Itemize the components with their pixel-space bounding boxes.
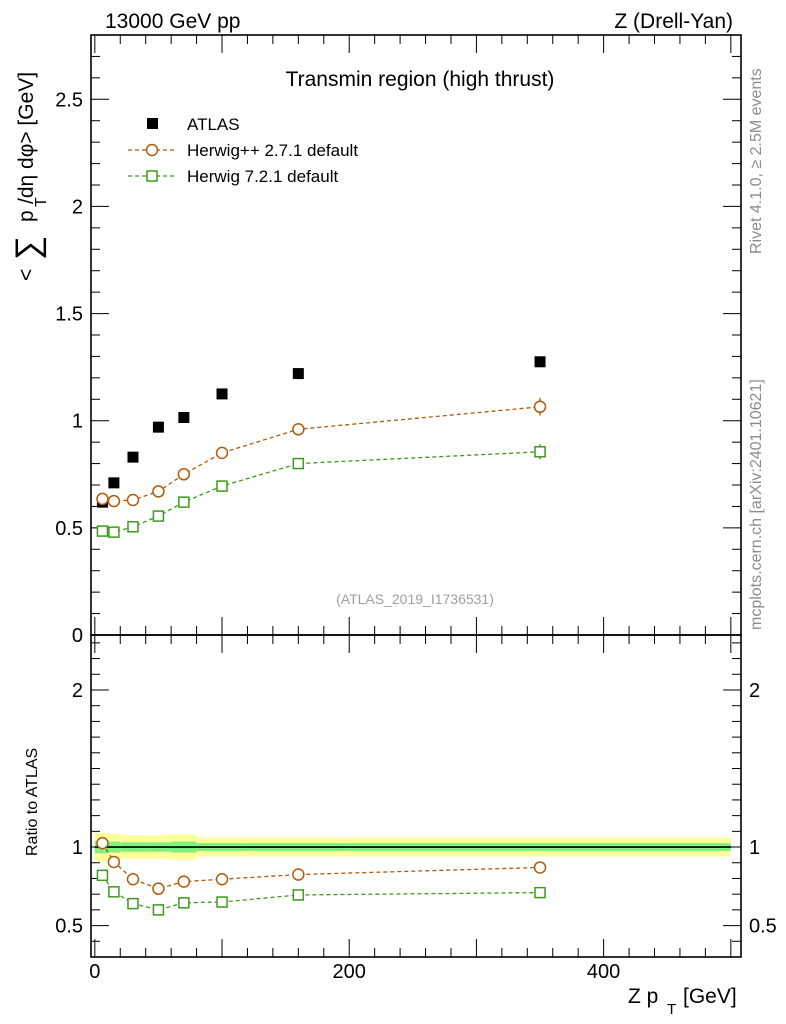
atlas-point xyxy=(534,356,546,368)
atlas-point xyxy=(127,451,139,463)
header-left-label: 13000 GeV pp xyxy=(105,10,240,33)
x-tick-label: 0 xyxy=(89,961,100,983)
ratio-herwig7-point xyxy=(96,869,109,882)
ratio-herwig7-point xyxy=(216,896,228,908)
main-panel: 0 0.5 1 1.5 2 2.5 Transmin region (high thrus… xyxy=(9,34,742,647)
herwig7-point xyxy=(127,521,139,533)
legend-label-herwigpp: Herwig++ 2.7.1 default xyxy=(187,141,358,160)
chart-title: Transmin region (high thrust) xyxy=(286,68,555,91)
x-tick-label: 200 xyxy=(333,961,366,983)
atlas-point xyxy=(108,477,120,489)
main-tick-labels: 0 0.5 1 1.5 2 2.5 xyxy=(55,89,83,647)
herwig7-point xyxy=(216,480,228,492)
herwig7-point xyxy=(292,457,305,470)
y-tick-label-right: 1 xyxy=(749,837,760,859)
herwigpp-line xyxy=(102,406,541,502)
herwigpp-point xyxy=(96,492,109,506)
ratio-herwig7-point xyxy=(152,904,165,916)
ratio-herwigpp-point xyxy=(107,855,121,869)
legend-marker-herwig7 xyxy=(146,170,158,182)
ratio-herwigpp-point xyxy=(533,861,547,874)
ylabel-sum: ∑ xyxy=(9,236,47,260)
herwig7-line xyxy=(102,451,541,533)
atlas-point xyxy=(152,421,164,433)
y-tick-label: 0.5 xyxy=(55,916,83,938)
ratio-herwig7-point xyxy=(178,897,190,909)
ratio-herwigpp-line xyxy=(101,842,541,890)
ratio-herwig7-line xyxy=(101,874,541,911)
herwigpp-point xyxy=(152,485,165,498)
legend-entry-atlas: ATLAS xyxy=(147,115,240,134)
x-tick-label: 400 xyxy=(587,961,620,983)
ylabel-p: p xyxy=(15,210,38,222)
ratio-herwigpp-point xyxy=(96,836,109,850)
ratio-herwig7-point xyxy=(127,897,139,910)
y-tick-label: 0 xyxy=(72,625,83,647)
ylabel-sub-t: T xyxy=(33,197,50,207)
ylabel-rest: /dη dφ> [GeV] xyxy=(15,72,38,204)
legend-label-herwig7: Herwig 7.2.1 default xyxy=(187,167,338,186)
herwig7-point xyxy=(152,510,165,522)
herwigpp-point xyxy=(107,494,121,508)
legend-entry-herwig7: Herwig 7.2.1 default xyxy=(128,167,338,186)
herwigpp-point xyxy=(126,493,140,507)
ratio-herwigpp-point xyxy=(177,875,191,888)
y-tick-label: 0.5 xyxy=(55,518,83,540)
y-tick-label: 2.5 xyxy=(55,89,83,111)
herwig7-point xyxy=(108,526,120,538)
source-label: (ATLAS_2019_I1736531) xyxy=(336,591,494,607)
atlas-point xyxy=(292,368,304,380)
xlabel-sub-t: T xyxy=(667,1001,676,1018)
y-tick-label: 2 xyxy=(72,680,83,702)
y-tick-label: 2 xyxy=(72,196,83,218)
ratio-panel: 0.5 0.5 1 1 2 2 0 200 400 Ratio to ATLAS Z p T [… xyxy=(24,634,777,1018)
legend: ATLAS Herwig++ 2.7.1 default Herwig 7.2.… xyxy=(128,115,358,186)
y-tick-label-right: 2 xyxy=(749,680,760,702)
ratio-herwig7-point xyxy=(292,889,305,901)
ratio-ticks xyxy=(91,635,741,957)
legend-marker-atlas xyxy=(147,118,158,129)
herwigpp-point xyxy=(292,423,305,436)
y-tick-label-right: 0.5 xyxy=(749,916,777,938)
y-tick-label: 1 xyxy=(72,411,83,433)
herwig7-point xyxy=(178,496,190,508)
ratio-herwig7-point xyxy=(534,886,546,899)
herwigpp-point xyxy=(533,400,547,414)
side-label-mcplots: mcplots.cern.ch [arXiv:2401.10621] xyxy=(748,379,765,630)
main-ticks xyxy=(91,34,741,636)
main-data xyxy=(96,356,547,538)
ylabel-lt: < xyxy=(15,269,38,281)
herwig7-point xyxy=(96,525,109,537)
xlabel-zp: Z p xyxy=(628,985,658,1008)
ratio-ylabel: Ratio to ATLAS xyxy=(24,748,41,856)
ratio-herwigpp-point xyxy=(126,872,140,886)
ratio-tick-labels: 0.5 0.5 1 1 2 2 0 200 400 xyxy=(55,680,777,983)
ratio-data xyxy=(96,836,547,916)
ratio-herwig7-point xyxy=(108,886,120,898)
ratio-herwigpp-point xyxy=(152,882,165,895)
xlabel-unit: [GeV] xyxy=(683,985,737,1008)
herwigpp-point xyxy=(215,446,229,460)
side-label-rivet: Rivet 4.1.0, ≥ 2.5M events xyxy=(748,68,765,254)
legend-label-atlas: ATLAS xyxy=(187,115,240,134)
legend-marker-herwigpp xyxy=(145,143,159,157)
ratio-frame xyxy=(90,634,742,958)
ratio-herwigpp-point xyxy=(215,872,229,886)
atlas-point xyxy=(216,388,228,400)
header-right-label: Z (Drell-Yan) xyxy=(614,10,733,33)
atlas-point xyxy=(178,412,190,423)
herwigpp-point xyxy=(177,468,191,481)
ratio-herwigpp-point xyxy=(292,868,305,881)
y-tick-label: 1 xyxy=(72,837,83,859)
y-tick-label: 1.5 xyxy=(55,304,83,326)
herwig7-point xyxy=(534,446,546,458)
main-ylabel: < ∑ p T /dη dφ> [GeV] xyxy=(9,72,50,281)
x-axis-label: Z p T [GeV] xyxy=(628,985,737,1018)
ratio-band xyxy=(94,832,731,862)
legend-entry-herwigpp: Herwig++ 2.7.1 default xyxy=(128,141,358,160)
